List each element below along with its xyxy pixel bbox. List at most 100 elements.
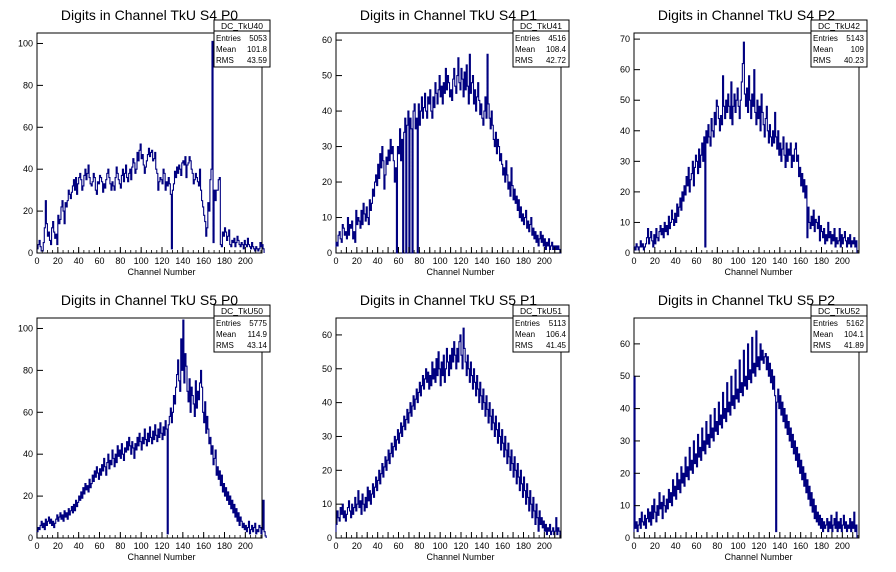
x-tick-label: 140 <box>175 541 190 551</box>
stats-value: 5143 <box>846 34 864 43</box>
stats-value: 114.9 <box>248 330 268 339</box>
histogram-panel-4: Digits in Channel TkU S5 P0 0 20 40 60 80 100 1… <box>18 292 271 562</box>
chart-title: Digits in Channel TkU S5 P1 <box>360 292 537 308</box>
x-tick-label: 20 <box>53 541 63 551</box>
stats-value: 41.89 <box>844 341 865 350</box>
x-tick-label: 100 <box>731 541 746 551</box>
histogram-panel-1: Digits in Channel TkU S4 P0 0 20 40 60 80 100 1… <box>18 7 271 277</box>
chart-title: Digits in Channel TkU S4 P0 <box>61 7 238 23</box>
stats-key: Mean <box>813 45 833 54</box>
x-axis-label: Channel Number <box>426 267 494 277</box>
x-tick-label: 200 <box>238 541 253 551</box>
y-tick-label: 60 <box>322 330 332 340</box>
y-tick-label: 60 <box>620 65 630 75</box>
x-tick-label: 60 <box>393 256 403 266</box>
stats-value: 43.14 <box>247 341 268 350</box>
x-tick-label: 100 <box>134 256 149 266</box>
histogram-panel-6: Digits in Channel TkU S5 P20 20 40 60 80 100 1… <box>620 292 868 562</box>
x-tick-label: 60 <box>691 541 701 551</box>
x-tick-label: 180 <box>217 541 232 551</box>
y-tick-label: 30 <box>322 142 332 152</box>
x-tick-label: 0 <box>34 541 39 551</box>
stats-key: Mean <box>216 45 236 54</box>
y-tick-label: 0 <box>327 248 332 258</box>
stats-value: 5775 <box>249 319 267 328</box>
x-tick-label: 140 <box>175 256 190 266</box>
y-tick-label: 60 <box>620 339 630 349</box>
stats-key: RMS <box>515 341 533 350</box>
y-tick-label: 50 <box>620 95 630 105</box>
stats-value: 109 <box>851 45 865 54</box>
histogram-panel-3: Digits in Channel TkU S4 P20 20 40 60 80 100 1… <box>620 7 868 277</box>
x-tick-label: 20 <box>650 541 660 551</box>
x-tick-label: 120 <box>154 256 169 266</box>
x-tick-label: 40 <box>74 256 84 266</box>
histogram-line <box>335 327 561 538</box>
stats-box: DC_TkU50 Entries 5775 Mean 114.9 RMS 43.14 <box>213 304 271 353</box>
stats-key: RMS <box>216 56 234 65</box>
y-tick-label: 50 <box>620 371 630 381</box>
x-tick-label: 60 <box>393 541 403 551</box>
y-tick-label: 0 <box>28 248 33 258</box>
x-axis-label: Channel Number <box>724 552 792 562</box>
stats-value: 5053 <box>249 34 267 43</box>
histogram-panel-5: Digits in Channel TkU S5 P10 20 40 60 80 100 1… <box>322 292 570 562</box>
x-tick-label: 0 <box>631 541 636 551</box>
histogram-line <box>633 330 858 538</box>
stats-value: 41.45 <box>546 341 567 350</box>
x-tick-label: 180 <box>814 256 829 266</box>
y-tick-label: 20 <box>620 468 630 478</box>
y-tick-label: 10 <box>620 501 630 511</box>
x-tick-label: 40 <box>373 256 383 266</box>
stats-box: DC_TkU42 Entries 5143 Mean 109 RMS 40.23 <box>810 19 868 68</box>
y-tick-label: 10 <box>322 213 332 223</box>
x-tick-label: 120 <box>751 541 766 551</box>
x-tick-label: 120 <box>453 256 468 266</box>
x-tick-label: 80 <box>414 541 424 551</box>
histogram-line <box>36 40 265 253</box>
x-axis-label: Channel Number <box>724 267 792 277</box>
plot-frame <box>633 32 860 254</box>
y-tick-label: 0 <box>327 533 332 543</box>
stats-value: 106.4 <box>546 330 567 339</box>
x-tick-label: 140 <box>474 541 489 551</box>
x-tick-label: 200 <box>537 256 552 266</box>
stats-key: Entries <box>515 319 540 328</box>
stats-key: Entries <box>813 319 838 328</box>
histogram-line <box>335 53 561 254</box>
stats-name: DC_TkU51 <box>520 306 562 316</box>
x-tick-label: 100 <box>731 256 746 266</box>
stats-value: 42.72 <box>546 56 567 65</box>
stats-box: DC_TkU41 Entries 4516 Mean 108.4 RMS 42.72 <box>512 19 570 68</box>
x-tick-label: 60 <box>94 256 104 266</box>
plot-frame <box>36 317 263 539</box>
y-tick-label: 60 <box>23 122 33 132</box>
x-tick-label: 0 <box>631 256 636 266</box>
x-tick-label: 40 <box>671 256 681 266</box>
y-tick-label: 0 <box>625 248 630 258</box>
plot-frame <box>36 32 263 254</box>
x-axis-label: Channel Number <box>127 552 195 562</box>
x-tick-label: 40 <box>671 541 681 551</box>
y-tick-label: 60 <box>322 35 332 45</box>
y-tick-label: 30 <box>322 431 332 441</box>
x-tick-label: 160 <box>196 541 211 551</box>
stats-name: DC_TkU52 <box>818 306 860 316</box>
stats-key: Entries <box>813 34 838 43</box>
x-tick-label: 120 <box>453 541 468 551</box>
y-tick-label: 40 <box>620 404 630 414</box>
y-tick-label: 10 <box>322 499 332 509</box>
stats-value: 5162 <box>846 319 864 328</box>
y-tick-label: 80 <box>23 365 33 375</box>
y-tick-label: 100 <box>18 323 33 333</box>
x-tick-label: 160 <box>495 541 510 551</box>
x-tick-label: 160 <box>196 256 211 266</box>
x-tick-label: 160 <box>495 256 510 266</box>
x-tick-label: 160 <box>793 256 808 266</box>
y-tick-label: 30 <box>620 436 630 446</box>
x-tick-label: 140 <box>772 541 787 551</box>
y-tick-label: 40 <box>322 398 332 408</box>
stats-key: Mean <box>515 45 535 54</box>
y-tick-label: 20 <box>322 177 332 187</box>
